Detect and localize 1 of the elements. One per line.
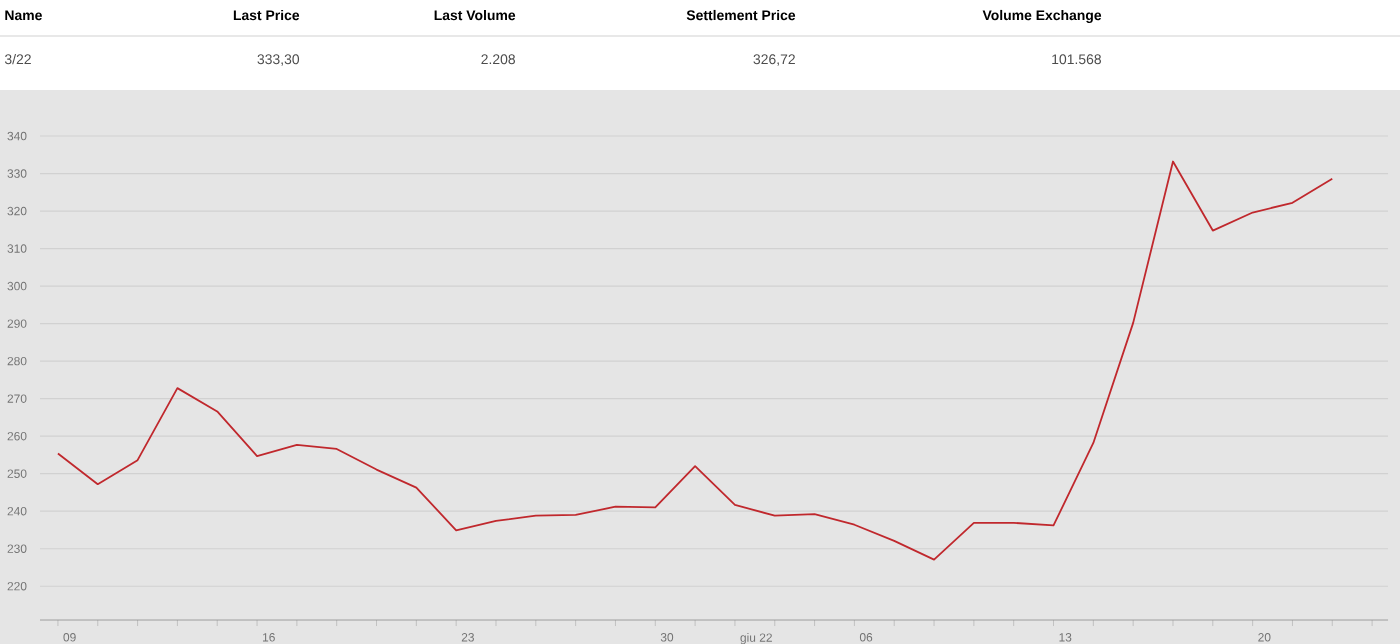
line-series [57, 160, 1334, 561]
